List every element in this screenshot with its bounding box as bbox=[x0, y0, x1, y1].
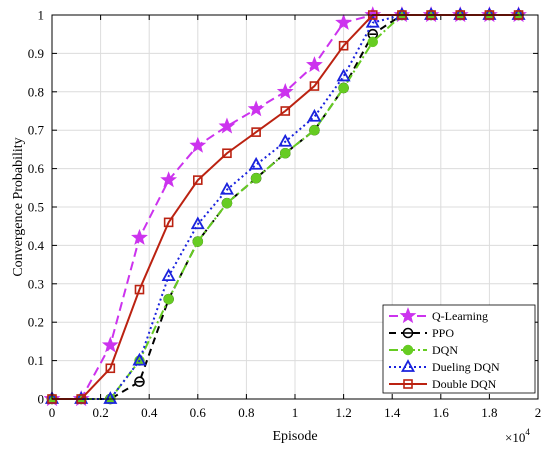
legend-entry: DQN bbox=[389, 343, 458, 357]
data-point-marker bbox=[103, 391, 118, 404]
data-point-marker bbox=[134, 284, 145, 295]
x-tick-label: 0.8 bbox=[238, 405, 254, 420]
data-point-marker bbox=[280, 106, 291, 116]
data-point-marker bbox=[219, 181, 234, 195]
data-point-marker bbox=[338, 82, 349, 94]
legend-label: Double DQN bbox=[432, 377, 497, 391]
x-tick-label: 1.8 bbox=[481, 405, 497, 420]
data-point-marker bbox=[222, 148, 232, 159]
plot-frame bbox=[51, 14, 539, 400]
x-tick-label: 0.2 bbox=[92, 405, 108, 420]
legend: Q-Learning PPO DQN Dueling DQN Double DQN bbox=[382, 304, 536, 394]
data-point-marker bbox=[278, 133, 293, 147]
y-tick-label: 0.8 bbox=[28, 84, 44, 99]
x-multiplier-base: ×10 bbox=[505, 430, 525, 445]
x-tick-label: 1.6 bbox=[433, 405, 450, 420]
data-point-marker bbox=[134, 376, 145, 388]
data-point-marker bbox=[160, 171, 178, 188]
legend-marker bbox=[402, 344, 414, 356]
x-tick-label: 1.4 bbox=[384, 405, 401, 420]
data-point-marker bbox=[335, 13, 353, 30]
y-tick-label: 0.6 bbox=[28, 161, 45, 176]
data-point-marker bbox=[309, 81, 320, 91]
data-point-marker bbox=[105, 363, 116, 374]
series-line bbox=[52, 14, 519, 400]
legend-entry: Double DQN bbox=[389, 377, 497, 391]
y-tick-label: 0.9 bbox=[28, 46, 44, 61]
y-tick-label: 0.5 bbox=[28, 200, 44, 215]
x-tick-label: 1.2 bbox=[335, 405, 351, 420]
x-multiplier-exponent: 4 bbox=[525, 427, 530, 437]
legend-marker bbox=[402, 327, 414, 339]
data-point-marker bbox=[306, 56, 323, 73]
legend-entry: Q-Learning bbox=[389, 307, 488, 324]
data-point-marker bbox=[365, 14, 380, 28]
x-tick-label: 0.6 bbox=[190, 405, 207, 420]
data-point-marker bbox=[276, 82, 294, 99]
x-axis-multiplier: ×104 bbox=[505, 427, 530, 445]
data-point-marker bbox=[161, 268, 176, 282]
x-tick-label: 2 bbox=[535, 405, 542, 420]
y-tick-label: 0.1 bbox=[28, 353, 44, 368]
data-point-marker bbox=[192, 236, 204, 247]
y-axis-label: Convergence Probability bbox=[11, 137, 26, 276]
x-tick-label: 0.4 bbox=[141, 405, 158, 420]
data-point-marker bbox=[338, 40, 349, 51]
data-point-marker bbox=[101, 336, 119, 353]
x-tick-label: 1 bbox=[292, 405, 299, 420]
y-tick-label: 0.2 bbox=[28, 315, 44, 330]
y-tick-label: 0.3 bbox=[28, 276, 44, 291]
legend-entry: PPO bbox=[389, 326, 454, 340]
y-tick-label: 1 bbox=[38, 8, 45, 23]
data-point-marker bbox=[193, 175, 203, 185]
data-point-marker bbox=[250, 172, 262, 184]
data-point-marker bbox=[309, 124, 320, 136]
y-tick-label: 0.7 bbox=[28, 123, 45, 138]
data-point-marker bbox=[249, 156, 264, 170]
x-tick-label: 0 bbox=[49, 405, 56, 420]
legend-label: Q-Learning bbox=[432, 309, 488, 323]
legend-marker bbox=[399, 307, 417, 324]
data-point-marker bbox=[163, 293, 174, 305]
data-point-marker bbox=[251, 127, 261, 137]
legend-marker bbox=[400, 359, 416, 372]
legend-marker bbox=[403, 379, 413, 389]
data-point-marker bbox=[163, 217, 174, 228]
y-tick-label: 0.4 bbox=[28, 238, 45, 253]
data-point-marker bbox=[218, 117, 236, 134]
y-tick-label: 0 bbox=[38, 392, 45, 407]
data-point-marker bbox=[132, 352, 147, 366]
data-point-marker bbox=[221, 197, 233, 209]
axis-ticks: 0 0.2 0.4 0.6 0.8 1 1.2 1.4 1.6 1.8 2 0 0.1 0.2 0.3 0.4… bbox=[28, 8, 542, 421]
legend-label: Dueling DQN bbox=[432, 360, 500, 374]
legend-entry: Dueling DQN bbox=[389, 359, 500, 374]
data-point-marker bbox=[280, 147, 291, 159]
data-point-marker bbox=[189, 136, 207, 153]
data-point-marker bbox=[336, 68, 351, 82]
data-point-marker bbox=[247, 100, 265, 117]
data-point-marker bbox=[190, 216, 205, 230]
data-point-marker bbox=[367, 36, 379, 48]
legend-label: PPO bbox=[432, 326, 454, 340]
legend-label: DQN bbox=[432, 343, 458, 357]
x-axis-label: Episode bbox=[272, 429, 317, 444]
data-point-marker bbox=[131, 228, 148, 245]
data-point-marker bbox=[307, 108, 322, 122]
